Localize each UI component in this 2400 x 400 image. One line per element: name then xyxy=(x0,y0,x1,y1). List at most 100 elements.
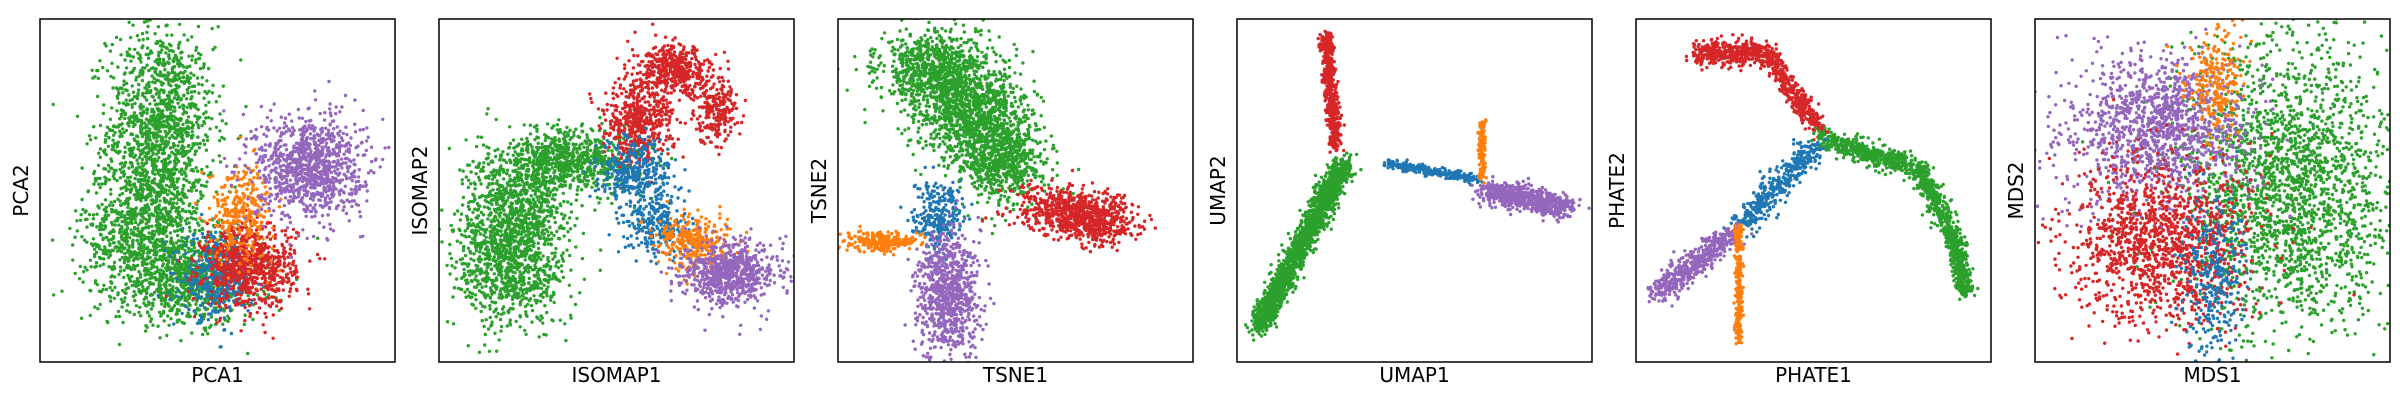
scatter-point xyxy=(170,206,174,211)
scatter-point xyxy=(180,129,184,133)
scatter-point xyxy=(186,91,190,95)
scatter-point xyxy=(104,210,108,214)
scatter-point xyxy=(154,168,158,172)
scatter-point xyxy=(105,69,110,73)
scatter-point xyxy=(257,306,262,310)
scatter-point xyxy=(164,139,168,143)
scatter-point xyxy=(126,121,130,126)
scatter-point xyxy=(141,66,145,70)
scatter-point xyxy=(136,257,140,261)
scatter-point xyxy=(124,66,129,70)
scatter-point xyxy=(123,116,127,121)
scatter-point xyxy=(185,88,190,92)
scatter-point xyxy=(135,96,140,101)
scatter-point xyxy=(177,298,181,302)
scatter-point xyxy=(138,165,142,169)
scatter-point xyxy=(177,140,182,144)
scatter-point xyxy=(132,289,136,294)
scatter-point xyxy=(155,250,159,254)
scatter-point xyxy=(120,225,124,229)
scatter-point xyxy=(361,127,365,132)
scatter-point xyxy=(214,100,219,104)
scatter-point xyxy=(182,170,186,174)
scatter-point xyxy=(161,167,165,172)
scatter-point xyxy=(142,126,147,130)
scatter-point xyxy=(163,141,168,146)
scatter-point xyxy=(187,54,191,58)
scatter-point xyxy=(135,166,139,170)
scatter-point xyxy=(187,102,192,106)
scatter-point xyxy=(112,133,116,137)
scatter-point xyxy=(128,249,132,253)
scatter-point xyxy=(207,285,211,290)
scatter-point xyxy=(226,319,230,324)
scatter-point xyxy=(83,217,88,222)
scatter-point xyxy=(98,221,103,225)
scatter-point xyxy=(158,255,162,259)
scatter-point xyxy=(217,304,221,308)
scatter-point xyxy=(153,59,157,64)
scatter-point xyxy=(96,76,101,81)
scatter-point xyxy=(118,37,123,42)
scatter-point xyxy=(128,235,132,240)
scatter-point xyxy=(267,195,271,199)
scatter-point xyxy=(155,237,159,242)
scatter-point xyxy=(180,172,184,176)
scatter-point xyxy=(128,54,133,58)
scatter-point xyxy=(213,45,217,50)
scatter-point xyxy=(277,288,281,293)
scatter-point xyxy=(119,244,123,248)
scatter-point xyxy=(239,198,243,202)
scatter-point xyxy=(165,46,169,50)
scatter-point xyxy=(140,72,145,77)
scatter-point xyxy=(209,260,213,264)
scatter-point xyxy=(195,265,200,270)
scatter-point xyxy=(220,119,224,123)
scatter-point xyxy=(80,197,84,202)
scatter-point xyxy=(187,246,191,251)
scatter-point xyxy=(139,231,144,236)
scatter-point xyxy=(227,266,232,270)
scatter-point xyxy=(261,323,265,327)
scatter-point xyxy=(196,51,201,56)
scatter-point xyxy=(165,33,169,37)
scatter-point xyxy=(200,290,204,294)
scatter-point xyxy=(180,229,184,233)
scatter-point xyxy=(204,258,209,262)
scatter-point xyxy=(168,146,173,150)
scatter-point xyxy=(134,304,139,308)
scatter-point xyxy=(246,293,250,298)
scatter-point xyxy=(171,261,175,266)
scatter-point xyxy=(112,275,117,279)
scatter-point xyxy=(140,172,144,176)
scatter-point xyxy=(179,97,183,101)
scatter-point xyxy=(259,297,263,301)
scatter-point xyxy=(254,287,258,291)
scatter-point xyxy=(126,286,131,290)
scatter-point xyxy=(133,176,137,181)
scatter-point xyxy=(98,155,103,159)
scatter-point xyxy=(310,124,315,128)
scatter-point xyxy=(184,222,189,226)
scatter-point xyxy=(204,276,208,281)
scatter-point xyxy=(158,199,162,203)
scatter-point xyxy=(258,248,263,252)
scatter-point xyxy=(199,256,203,261)
scatter-point xyxy=(116,125,120,129)
scatter-point xyxy=(206,234,210,238)
scatter-point xyxy=(132,312,136,317)
scatter-point xyxy=(98,247,102,251)
scatter-point xyxy=(101,227,106,232)
scatter-point xyxy=(208,218,212,222)
scatter-point xyxy=(117,241,122,245)
scatter-point xyxy=(96,307,100,311)
scatter-point xyxy=(274,269,278,273)
scatter-point xyxy=(129,132,133,137)
scatter-point xyxy=(175,222,179,227)
scatter-point xyxy=(223,183,227,188)
scatter-point xyxy=(308,259,312,263)
scatter-point xyxy=(146,251,150,255)
scatter-point xyxy=(225,195,230,200)
scatter-point xyxy=(211,47,215,52)
